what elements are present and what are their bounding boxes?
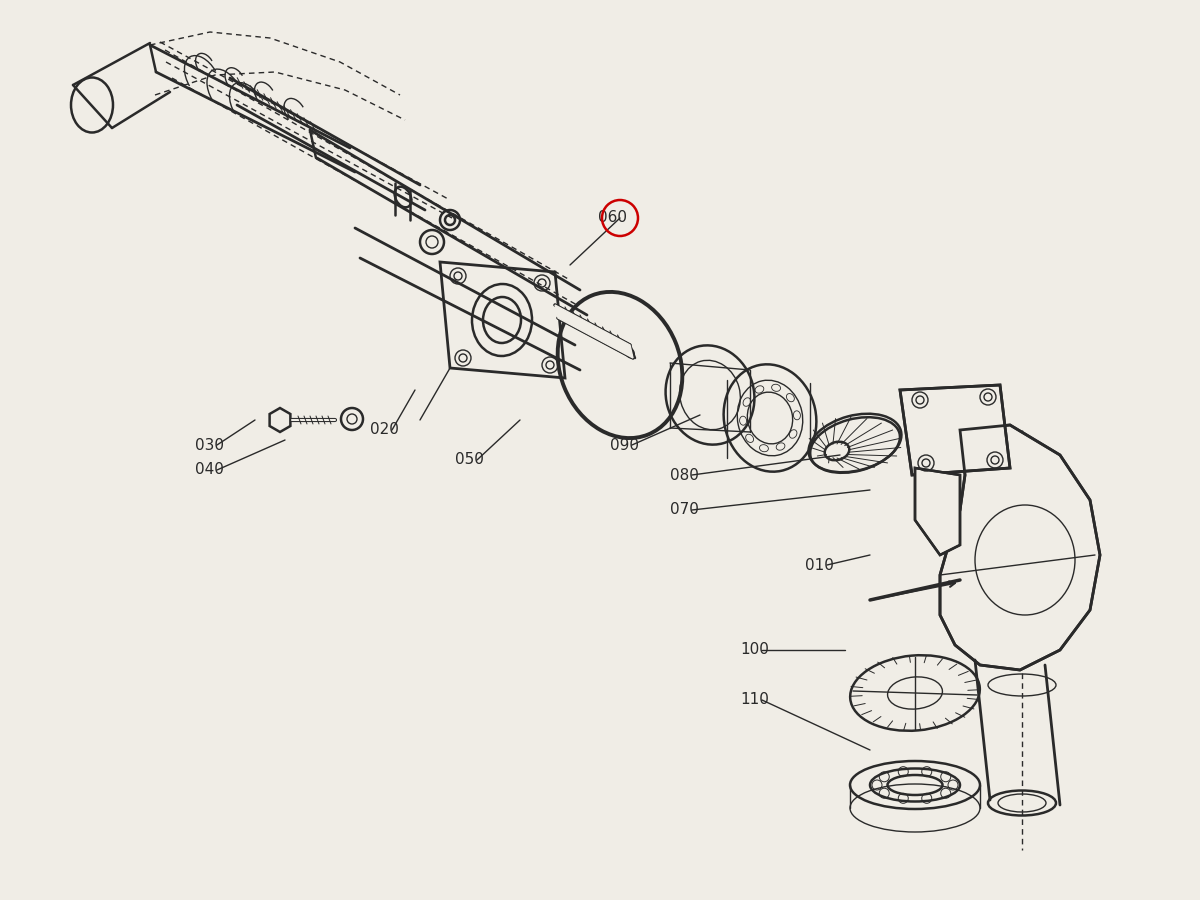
Text: 030: 030 <box>194 437 224 453</box>
Text: 110: 110 <box>740 692 769 707</box>
Text: 040: 040 <box>194 463 224 478</box>
Text: 090: 090 <box>610 437 640 453</box>
Polygon shape <box>554 305 634 358</box>
Polygon shape <box>900 385 1010 475</box>
Text: 060: 060 <box>598 211 628 226</box>
Text: 070: 070 <box>670 502 698 518</box>
Polygon shape <box>916 468 960 555</box>
Text: 020: 020 <box>370 422 398 437</box>
Text: 010: 010 <box>805 557 834 572</box>
Text: 050: 050 <box>455 453 484 467</box>
Polygon shape <box>940 425 1100 670</box>
Text: 080: 080 <box>670 467 698 482</box>
Text: 100: 100 <box>740 643 769 658</box>
